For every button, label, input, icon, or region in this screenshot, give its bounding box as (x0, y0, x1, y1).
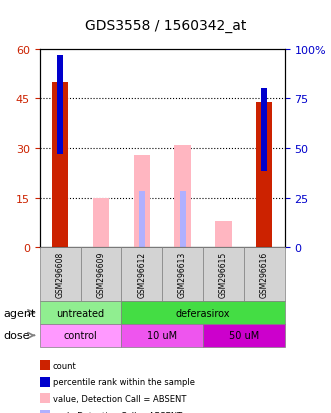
Bar (256, 102, 272, 248)
Text: percentile rank within the sample: percentile rank within the sample (53, 377, 195, 387)
Text: rank, Detection Call = ABSENT: rank, Detection Call = ABSENT (53, 411, 182, 413)
Text: count: count (53, 361, 77, 370)
Text: GSM296609: GSM296609 (96, 252, 106, 298)
Text: deferasirox: deferasirox (176, 308, 230, 318)
Bar (261, 89, 267, 171)
Text: agent: agent (3, 308, 36, 318)
Bar (174, 145, 191, 248)
Bar (93, 198, 109, 248)
Text: GSM296616: GSM296616 (260, 252, 269, 298)
Text: 10 uM: 10 uM (147, 330, 177, 341)
Text: dose: dose (3, 330, 30, 341)
Text: GSM296615: GSM296615 (219, 252, 228, 298)
Text: untreated: untreated (57, 308, 105, 318)
Text: GDS3558 / 1560342_at: GDS3558 / 1560342_at (85, 19, 246, 33)
Text: GSM296608: GSM296608 (56, 252, 65, 298)
Text: GSM296612: GSM296612 (137, 252, 146, 298)
Bar (215, 221, 232, 248)
Bar (179, 192, 186, 248)
Bar (139, 192, 145, 248)
Bar (52, 83, 68, 248)
Bar (134, 155, 150, 248)
Bar (57, 56, 63, 154)
Text: 50 uM: 50 uM (229, 330, 259, 341)
Text: GSM296613: GSM296613 (178, 252, 187, 298)
Text: value, Detection Call = ABSENT: value, Detection Call = ABSENT (53, 394, 186, 403)
Text: control: control (64, 330, 97, 341)
